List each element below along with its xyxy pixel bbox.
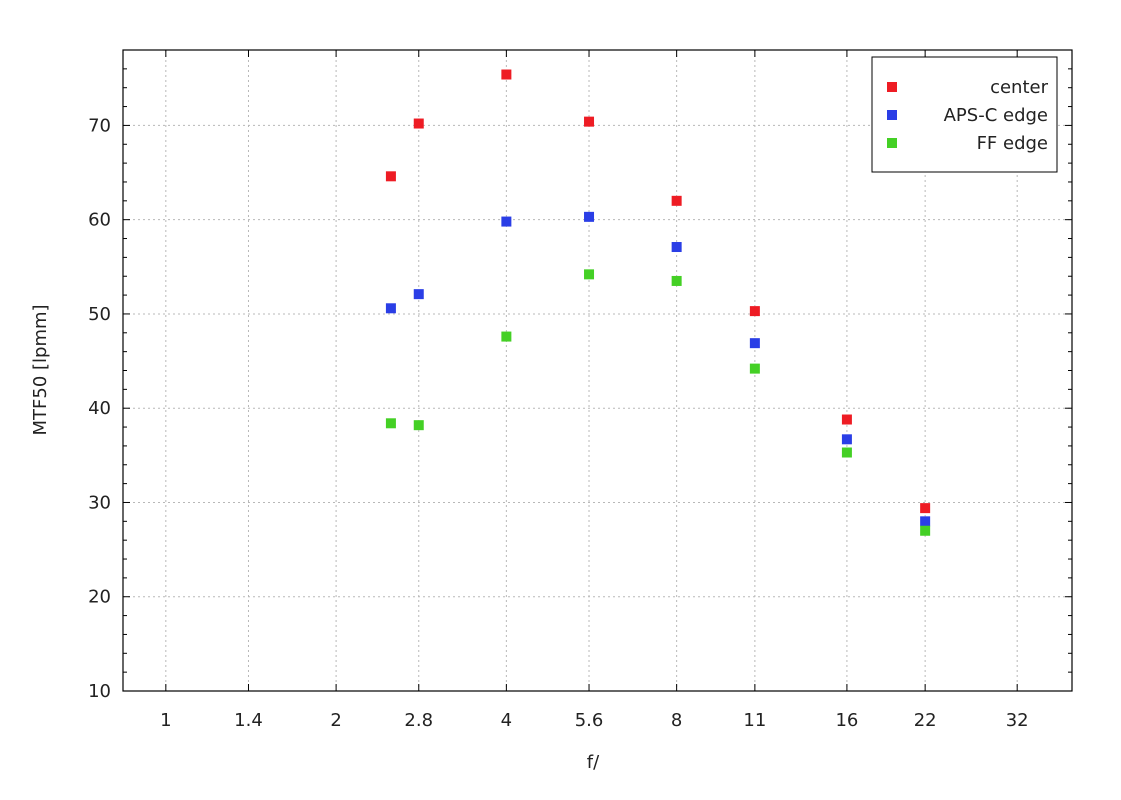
legend-swatch-center [887, 82, 897, 92]
y-tick-label: 60 [88, 210, 111, 231]
x-tick-label: 2.8 [404, 710, 433, 731]
y-axis-title: MTF50 [lpmm] [30, 304, 51, 435]
point-aps-c-edge [671, 242, 682, 253]
x-tick-label: 1 [160, 710, 171, 731]
x-tick-label: 11 [743, 710, 766, 731]
legend: center APS-C edge FF edge [871, 56, 1058, 173]
point-ff-edge [501, 331, 512, 342]
y-tick-label: 20 [88, 587, 111, 608]
point-aps-c-edge [749, 338, 760, 349]
legend-swatch-ff-edge [887, 138, 897, 148]
point-center [413, 118, 424, 129]
point-aps-c-edge [413, 289, 424, 300]
point-ff-edge [671, 275, 682, 286]
point-center [501, 69, 512, 80]
y-tick-label: 40 [88, 398, 111, 419]
y-axis-tick-labels: 10 20 30 40 50 60 70 [88, 115, 111, 702]
point-center [671, 195, 682, 206]
point-aps-c-edge [841, 434, 852, 445]
x-tick-label: 2 [330, 710, 341, 731]
point-aps-c-edge [385, 303, 396, 314]
y-tick-label: 10 [88, 681, 111, 702]
x-tick-label: 8 [671, 710, 682, 731]
point-center [920, 503, 931, 514]
axis-ticks [123, 50, 1072, 692]
y-tick-label: 30 [88, 492, 111, 513]
point-ff-edge [841, 447, 852, 458]
x-tick-label: 1.4 [234, 710, 263, 731]
point-ff-edge [413, 420, 424, 431]
legend-label-center: center [990, 77, 1049, 98]
x-axis-tick-labels: 1 1.4 2 2.8 4 5.6 8 11 16 22 32 [160, 710, 1029, 731]
point-center [841, 414, 852, 425]
legend-box [871, 56, 1058, 173]
point-center [749, 306, 760, 317]
point-ff-edge [385, 418, 396, 429]
x-tick-label: 22 [914, 710, 937, 731]
x-tick-label: 4 [501, 710, 512, 731]
point-ff-edge [749, 363, 760, 374]
legend-entries: center APS-C edge FF edge [887, 77, 1049, 154]
point-ff-edge [920, 525, 931, 536]
point-aps-c-edge [501, 216, 512, 227]
y-tick-label: 70 [88, 115, 111, 136]
legend-swatch-aps-c-edge [887, 110, 897, 120]
point-center [584, 116, 595, 127]
x-tick-label: 5.6 [575, 710, 604, 731]
y-tick-label: 50 [88, 304, 111, 325]
legend-label-aps-c-edge: APS-C edge [944, 105, 1048, 126]
data-points [385, 69, 931, 536]
x-tick-label: 32 [1006, 710, 1029, 731]
point-ff-edge [584, 269, 595, 280]
legend-label-ff-edge: FF edge [977, 133, 1048, 154]
point-aps-c-edge [920, 516, 931, 527]
x-axis-title: f/ [587, 752, 600, 773]
point-aps-c-edge [584, 211, 595, 222]
x-tick-label: 16 [835, 710, 858, 731]
point-center [385, 171, 396, 182]
